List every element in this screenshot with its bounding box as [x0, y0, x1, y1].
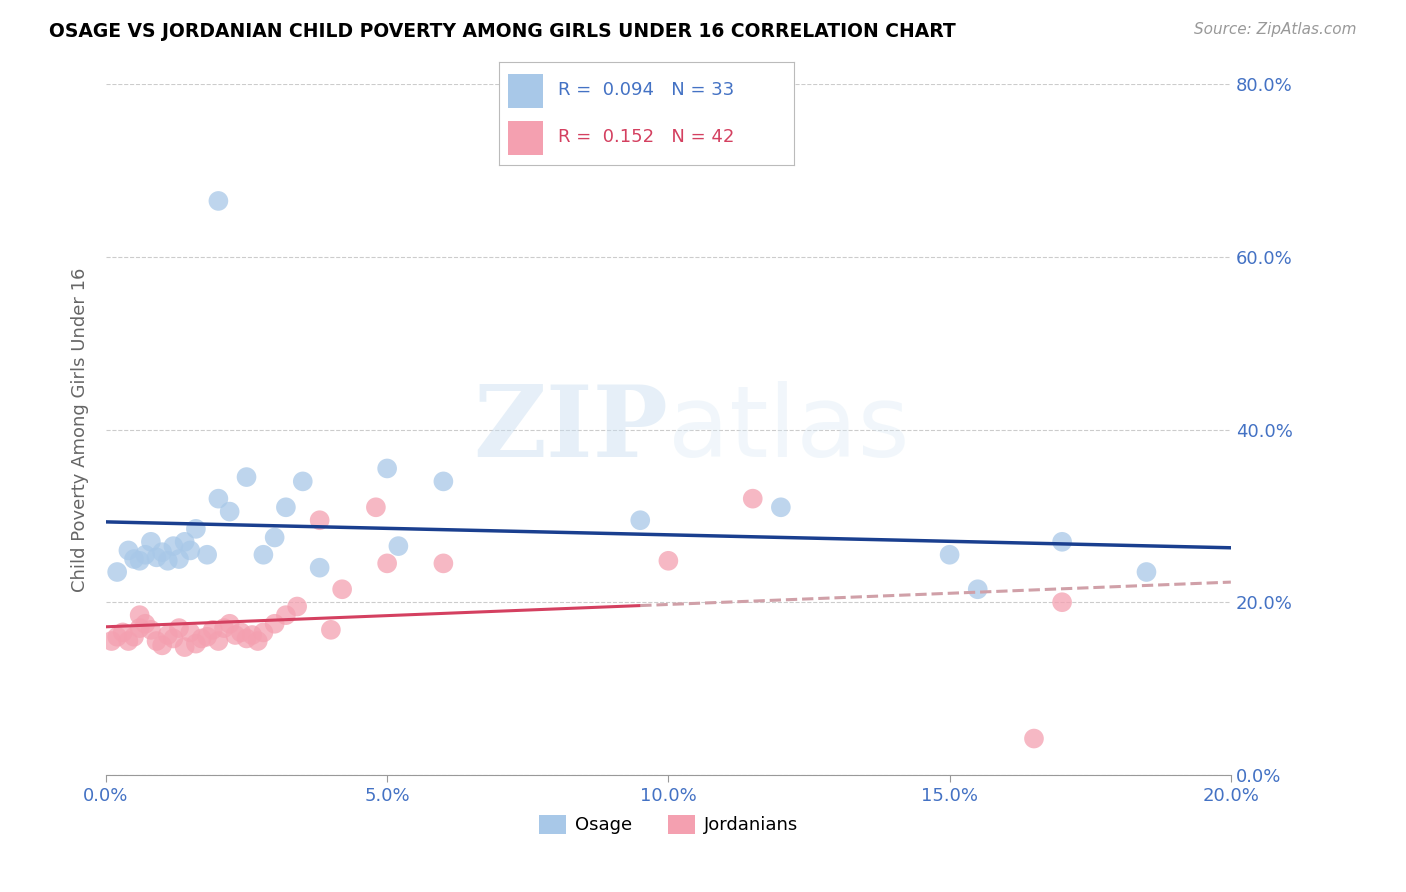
Point: [167, 552, 190, 566]
Point: [139, 534, 162, 549]
Point: [105, 630, 128, 644]
Point: [235, 470, 257, 484]
FancyBboxPatch shape: [508, 121, 543, 155]
Point: [111, 625, 134, 640]
Y-axis label: Child Poverty Among Girls Under 16: Child Poverty Among Girls Under 16: [72, 268, 89, 591]
Point: [375, 461, 398, 475]
Point: [741, 491, 763, 506]
Point: [319, 623, 342, 637]
Point: [128, 554, 150, 568]
Point: [207, 194, 229, 208]
Point: [1050, 534, 1073, 549]
Point: [1022, 731, 1045, 746]
Point: [117, 543, 139, 558]
Point: [173, 534, 195, 549]
Point: [173, 640, 195, 654]
Text: atlas: atlas: [668, 381, 910, 478]
Point: [1135, 565, 1157, 579]
Point: [212, 621, 235, 635]
FancyBboxPatch shape: [508, 74, 543, 108]
Point: [207, 634, 229, 648]
Point: [432, 475, 454, 489]
Point: [263, 616, 285, 631]
Point: [184, 522, 207, 536]
Point: [162, 539, 184, 553]
Point: [167, 621, 190, 635]
Point: [330, 582, 353, 597]
Legend: Osage, Jordanians: Osage, Jordanians: [531, 808, 806, 842]
Point: [375, 557, 398, 571]
Point: [128, 621, 150, 635]
Point: [207, 491, 229, 506]
Point: [308, 560, 330, 574]
Point: [218, 616, 240, 631]
Point: [150, 545, 173, 559]
Point: [628, 513, 651, 527]
Point: [1050, 595, 1073, 609]
Point: [134, 548, 156, 562]
Point: [150, 638, 173, 652]
Point: [156, 628, 179, 642]
Point: [195, 548, 218, 562]
Point: [274, 608, 297, 623]
Point: [122, 630, 145, 644]
Point: [179, 625, 201, 640]
Text: R =  0.152   N = 42: R = 0.152 N = 42: [558, 128, 734, 146]
Point: [246, 634, 269, 648]
Point: [162, 632, 184, 646]
Point: [201, 623, 224, 637]
Point: [145, 634, 167, 648]
Text: Source: ZipAtlas.com: Source: ZipAtlas.com: [1194, 22, 1357, 37]
Point: [128, 608, 150, 623]
Point: [224, 628, 246, 642]
Point: [252, 625, 274, 640]
Point: [145, 550, 167, 565]
Text: ZIP: ZIP: [474, 381, 668, 478]
Point: [122, 552, 145, 566]
Point: [240, 628, 263, 642]
Point: [105, 565, 128, 579]
Point: [308, 513, 330, 527]
Point: [263, 531, 285, 545]
Point: [285, 599, 308, 614]
Text: R =  0.094   N = 33: R = 0.094 N = 33: [558, 81, 734, 99]
Point: [387, 539, 409, 553]
Point: [966, 582, 988, 597]
Point: [100, 634, 122, 648]
Point: [252, 548, 274, 562]
Point: [291, 475, 314, 489]
Point: [432, 557, 454, 571]
Point: [274, 500, 297, 515]
Point: [938, 548, 960, 562]
Point: [190, 632, 212, 646]
Point: [364, 500, 387, 515]
Point: [218, 505, 240, 519]
Text: OSAGE VS JORDANIAN CHILD POVERTY AMONG GIRLS UNDER 16 CORRELATION CHART: OSAGE VS JORDANIAN CHILD POVERTY AMONG G…: [49, 22, 956, 41]
Point: [117, 634, 139, 648]
Point: [179, 543, 201, 558]
Point: [229, 625, 252, 640]
Point: [657, 554, 679, 568]
Point: [184, 637, 207, 651]
Point: [139, 623, 162, 637]
Point: [769, 500, 792, 515]
Point: [134, 616, 156, 631]
Point: [195, 630, 218, 644]
Point: [156, 554, 179, 568]
Point: [235, 632, 257, 646]
